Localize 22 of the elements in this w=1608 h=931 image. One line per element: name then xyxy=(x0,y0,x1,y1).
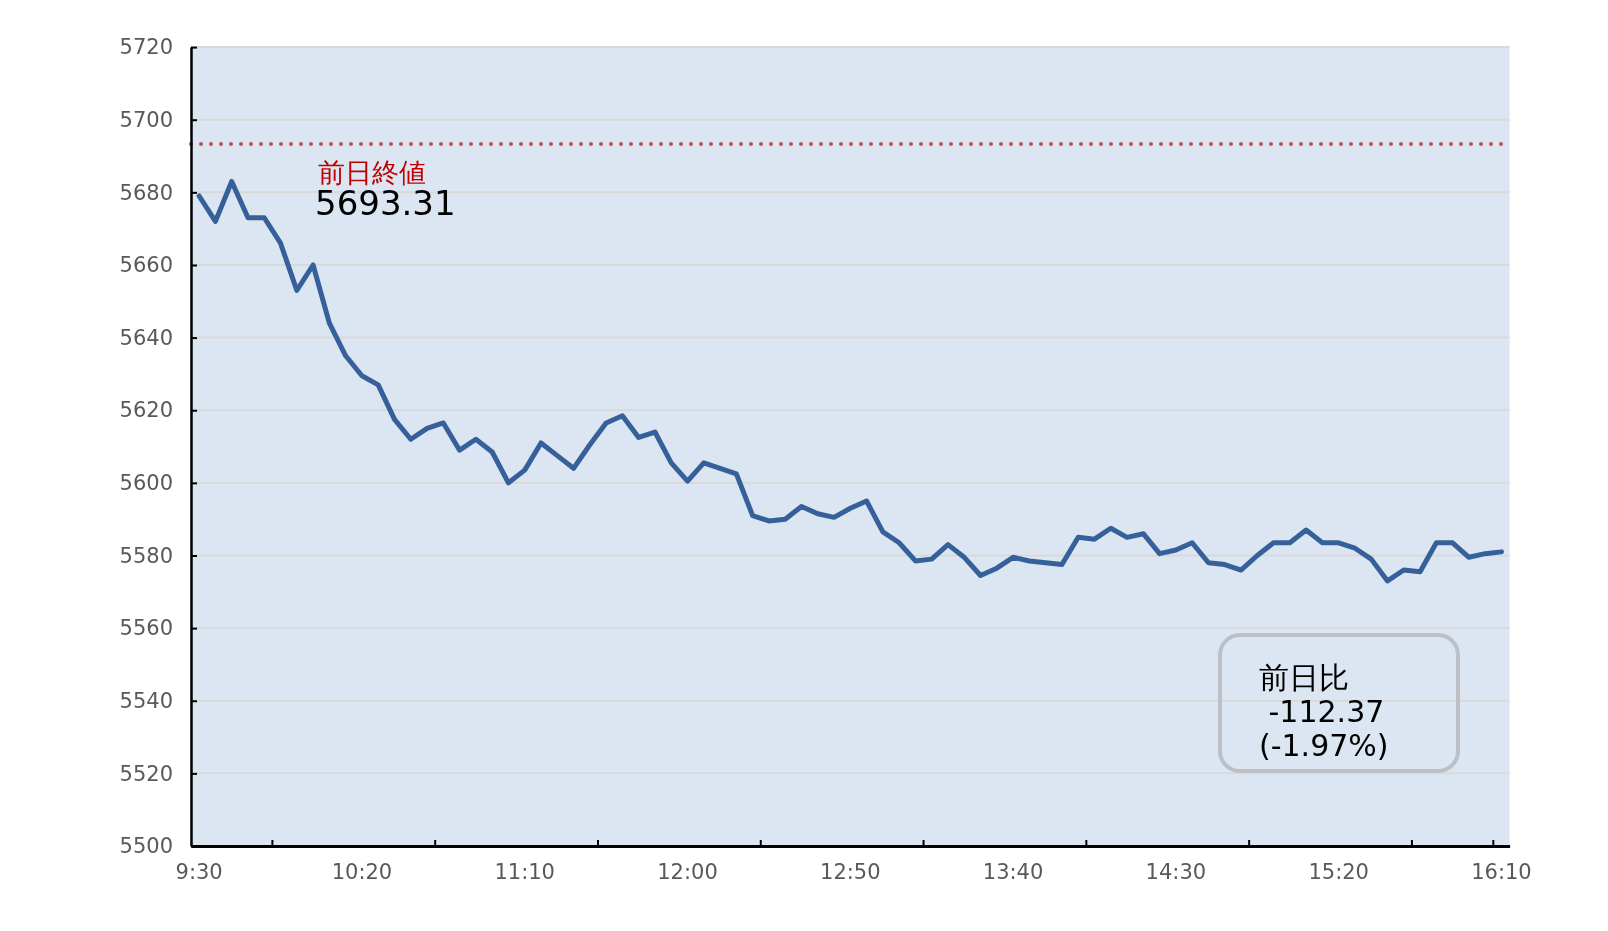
y-tick-label: 5700 xyxy=(119,107,173,132)
x-tick-label: 9:30 xyxy=(175,859,223,884)
annotation: 前日比 -112.37 (-1.97%) xyxy=(1259,660,1389,763)
y-tick-label: 5500 xyxy=(119,834,173,859)
y-tick-label: 5620 xyxy=(119,398,173,423)
x-tick-label: 14:30 xyxy=(1145,859,1207,884)
y-tick-label: 5560 xyxy=(119,616,173,641)
x-tick-label: 16:10 xyxy=(1471,859,1532,884)
y-tick-label: 5540 xyxy=(119,688,173,713)
y-tick-label: 5720 xyxy=(119,35,173,60)
x-tick-label: 12:50 xyxy=(820,859,881,884)
y-tick-label: 5600 xyxy=(119,471,173,496)
x-tick-label: 15:20 xyxy=(1308,859,1369,884)
y-tick-label: 5640 xyxy=(119,325,173,350)
x-tick-label: 10:20 xyxy=(331,859,393,884)
y-tick-label: 5580 xyxy=(119,543,173,568)
y-tick-label: 5680 xyxy=(119,180,173,205)
y-tick-label: 5520 xyxy=(119,761,173,786)
x-tick-label: 12:00 xyxy=(657,859,718,884)
x-tick-label: 13:40 xyxy=(982,859,1044,884)
x-tick-label: 11:10 xyxy=(494,859,555,884)
y-tick-label: 5660 xyxy=(119,253,173,278)
